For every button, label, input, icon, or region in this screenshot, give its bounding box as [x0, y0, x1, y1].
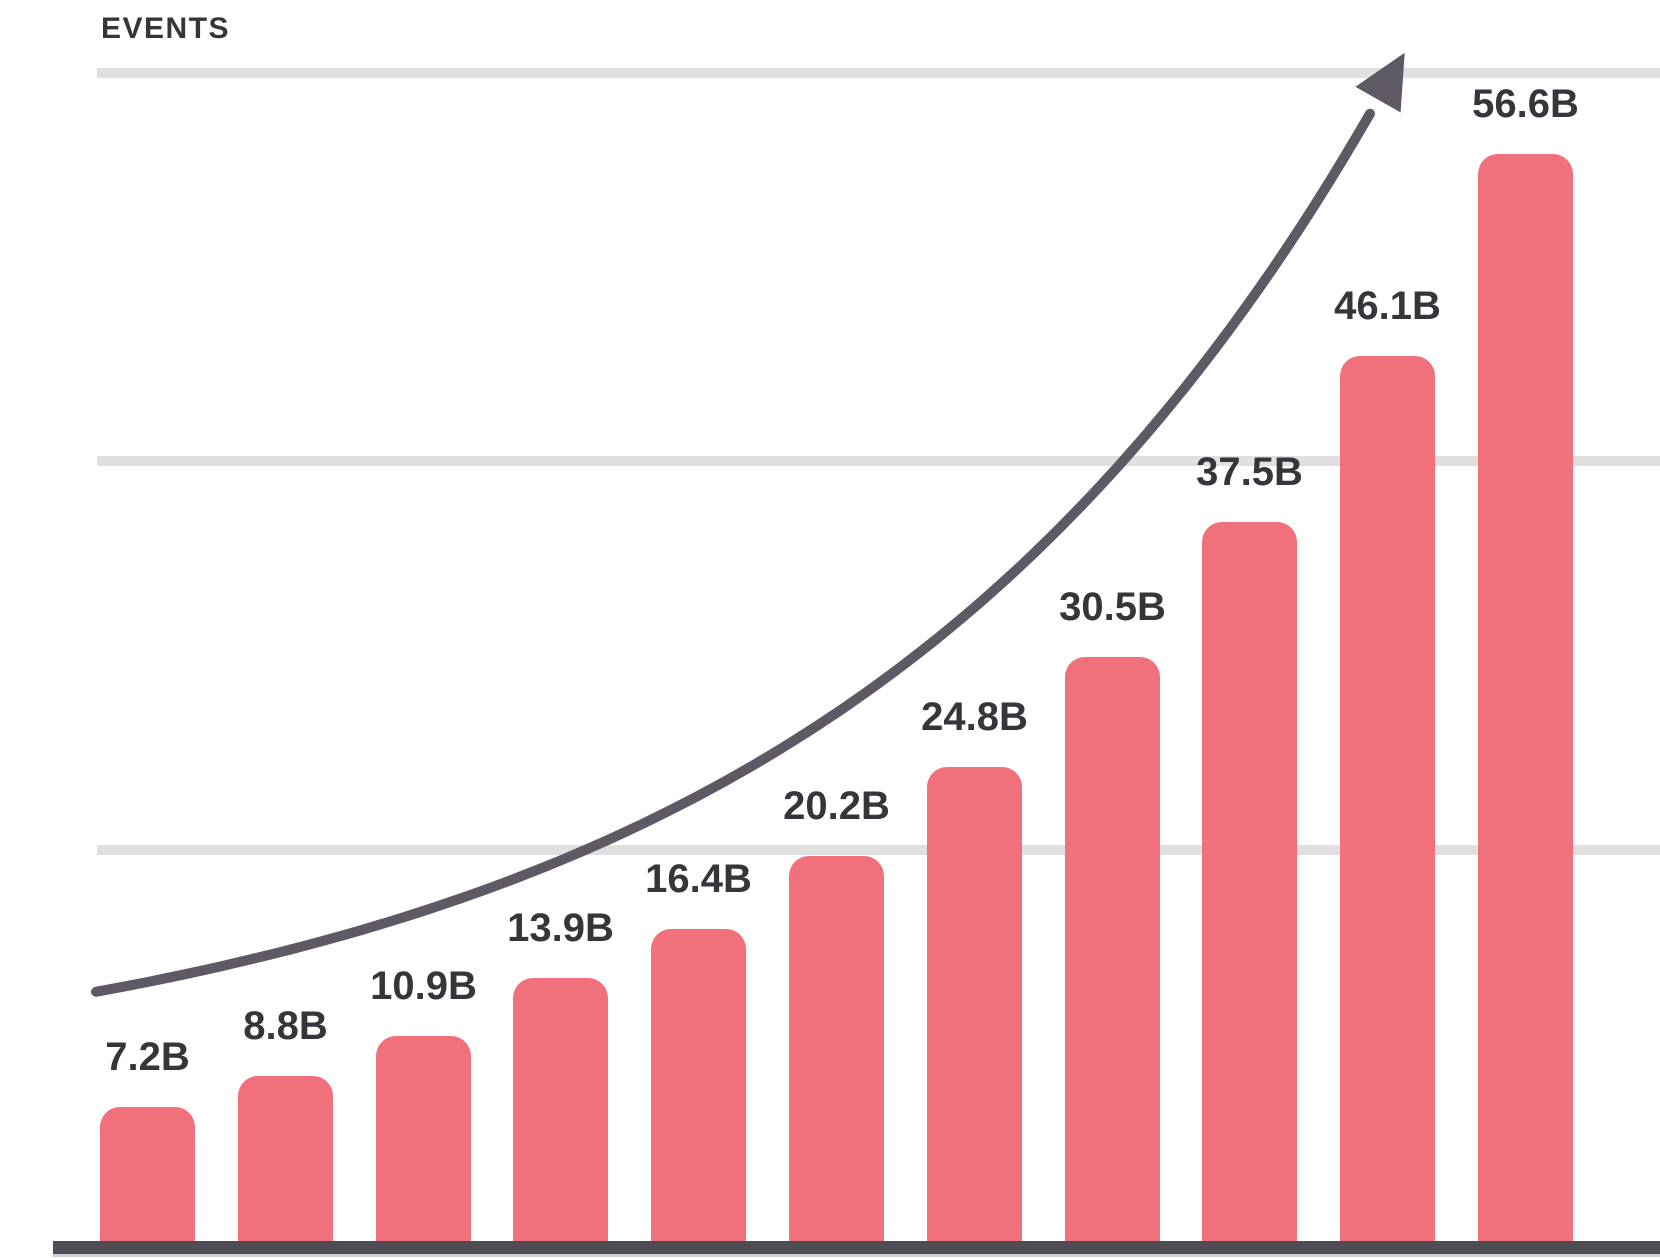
bar-value-label: 7.2B	[105, 1035, 190, 1079]
bar	[1202, 522, 1297, 1241]
bar-value-label: 37.5B	[1196, 450, 1303, 494]
x-axis-baseline	[53, 1241, 1660, 1254]
gridline	[97, 68, 1660, 78]
bar-value-label: 13.9B	[507, 906, 614, 950]
bar	[1478, 154, 1573, 1241]
bar-value-label: 46.1B	[1334, 284, 1441, 328]
bar	[100, 1107, 195, 1241]
bar-value-label: 20.2B	[783, 784, 890, 828]
bar	[651, 929, 746, 1241]
bar-value-label: 56.6B	[1472, 82, 1579, 126]
bar	[513, 978, 608, 1241]
y-axis-title: EVENTS	[101, 12, 231, 45]
bar	[1340, 356, 1435, 1241]
bar-value-label: 24.8B	[921, 695, 1028, 739]
bar	[1065, 657, 1160, 1241]
bar-value-label: 16.4B	[645, 857, 752, 901]
gridline	[97, 845, 1660, 855]
bar-value-label: 8.8B	[243, 1004, 328, 1048]
bar	[376, 1036, 471, 1241]
gridline	[97, 456, 1660, 466]
bar-value-label: 10.9B	[370, 964, 477, 1008]
x-axis-baseline-shadow	[53, 1254, 1660, 1257]
bar	[789, 856, 884, 1241]
bar	[238, 1076, 333, 1241]
bar-value-label: 30.5B	[1059, 585, 1166, 629]
bar	[927, 767, 1022, 1241]
